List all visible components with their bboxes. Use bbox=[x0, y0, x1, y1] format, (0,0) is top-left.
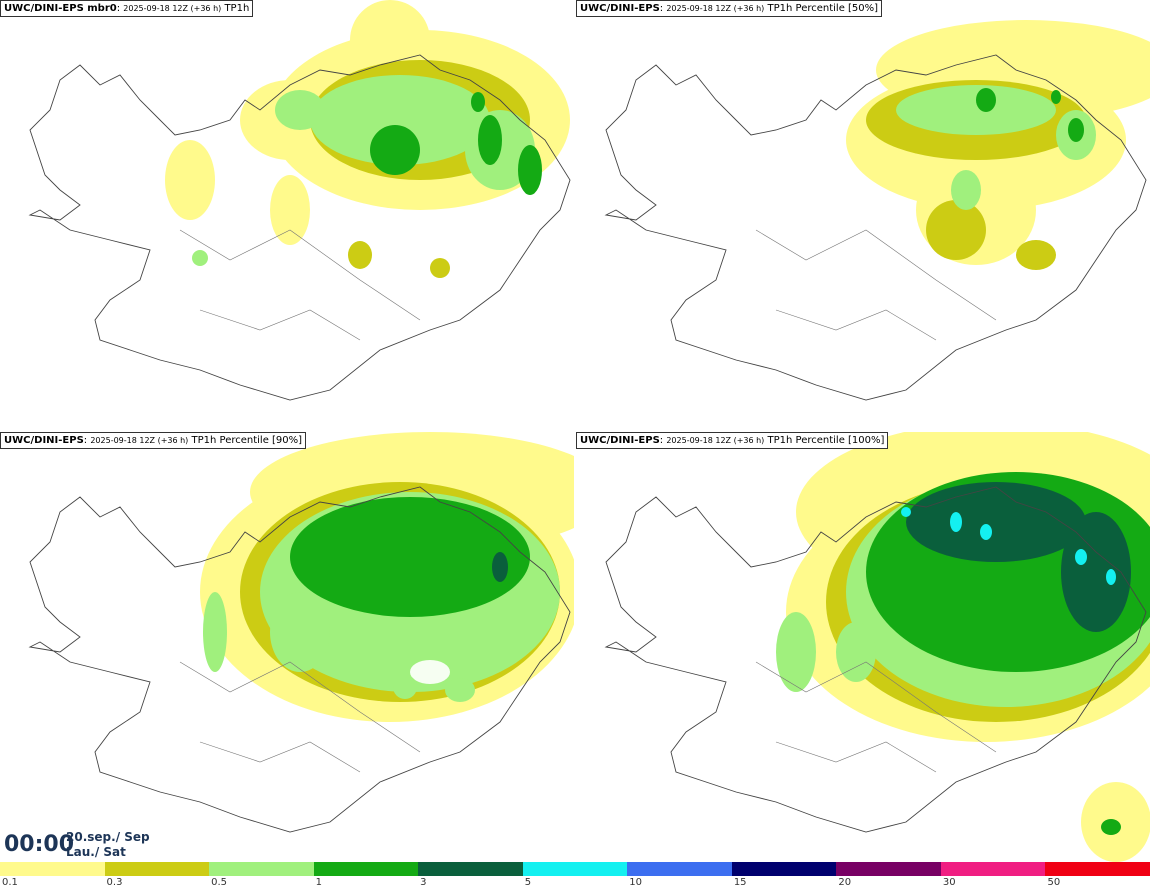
iceland-outline bbox=[604, 486, 1147, 833]
colorbar-segment bbox=[1045, 862, 1150, 876]
colorbar-segment bbox=[627, 862, 732, 876]
colorbar-tick-label: 20 bbox=[838, 877, 852, 888]
precip-field bbox=[846, 20, 1150, 270]
precip-field bbox=[776, 432, 1150, 862]
map-panel-p90: UWC/DINI-EPS: 2025-09-18 12Z (+36 h) TP1… bbox=[0, 432, 574, 862]
panel-title: UWC/DINI-EPS mbr0: 2025-09-18 12Z (+36 h… bbox=[0, 0, 254, 17]
colorbar-tick-label: 30 bbox=[942, 877, 956, 888]
colorbar-tick-label: 50 bbox=[1047, 877, 1061, 888]
colorbar-segment bbox=[940, 862, 1046, 876]
colorbar-tick-label: 0.1 bbox=[2, 877, 18, 888]
iceland-outline bbox=[604, 54, 1147, 401]
road-lines bbox=[179, 229, 421, 321]
panel-title: UWC/DINI-EPS: 2025-09-18 12Z (+36 h) TP1… bbox=[576, 432, 889, 449]
valid-time: 00:00 bbox=[4, 832, 75, 857]
colorbar-tick-label: 5 bbox=[524, 877, 532, 888]
colorbar-segment bbox=[418, 862, 523, 876]
colorbar-segment bbox=[209, 862, 314, 876]
colorbar-segment bbox=[0, 862, 105, 876]
colorbar-tick-label: 0.3 bbox=[106, 877, 123, 888]
colorbar-ticks: 0.1 0.3 0.5 1 3 5 10 15 20 30 50 bbox=[0, 876, 1150, 890]
colorbar-segment bbox=[731, 862, 837, 876]
colorbar-tick-label: 10 bbox=[629, 877, 642, 888]
colorbar-segment bbox=[522, 862, 628, 876]
precip-field bbox=[165, 0, 570, 278]
precip-map bbox=[28, 432, 574, 833]
precip-map bbox=[604, 432, 1150, 862]
valid-date-line2: Lau./ Sat bbox=[66, 845, 126, 859]
colorbar-tick-label: 1 bbox=[315, 877, 322, 888]
colorbar-segment bbox=[836, 862, 941, 876]
colorbar-segment bbox=[313, 862, 419, 876]
panel-title: UWC/DINI-EPS: 2025-09-18 12Z (+36 h) TP1… bbox=[576, 0, 883, 17]
iceland-outline bbox=[28, 486, 571, 833]
colorbar-tick-label: 3 bbox=[420, 877, 427, 888]
colorbar-segment bbox=[104, 862, 210, 876]
valid-date-line1: 20.sep./ Sep bbox=[66, 830, 150, 844]
precip-field bbox=[200, 432, 574, 722]
panel-title: UWC/DINI-EPS: 2025-09-18 12Z (+36 h) TP1… bbox=[0, 432, 307, 449]
precip-map bbox=[28, 0, 571, 401]
map-panel-p50: UWC/DINI-EPS: 2025-09-18 12Z (+36 h) TP1… bbox=[576, 0, 1150, 430]
iceland-outline bbox=[28, 54, 571, 401]
valid-date: 20.sep./ Sep Lau./ Sat bbox=[66, 830, 150, 860]
map-panel-p100: UWC/DINI-EPS: 2025-09-18 12Z (+36 h) TP1… bbox=[576, 432, 1150, 862]
valid-time-box: 00:00 20.sep./ Sep Lau./ Sat bbox=[0, 826, 150, 862]
colorbar-tick-label: 15 bbox=[733, 877, 747, 888]
precip-colorbar bbox=[0, 862, 1150, 876]
map-panel-mbr0: UWC/DINI-EPS mbr0: 2025-09-18 12Z (+36 h… bbox=[0, 0, 574, 430]
colorbar-tick-label: 0.5 bbox=[211, 877, 227, 888]
precip-map bbox=[604, 20, 1150, 401]
